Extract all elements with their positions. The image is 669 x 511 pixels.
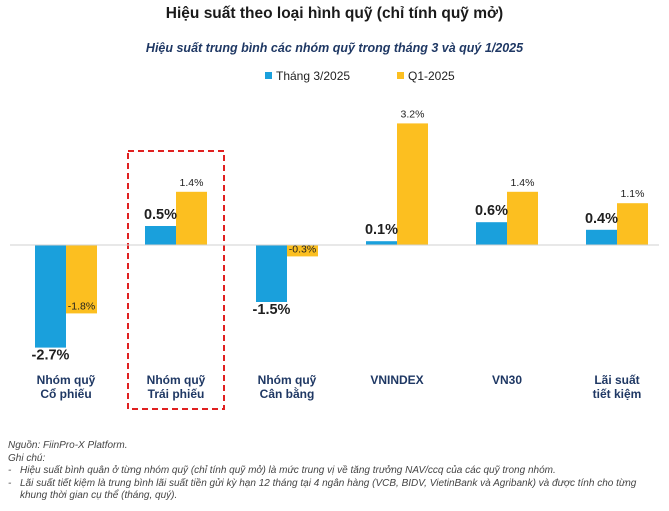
bar	[35, 245, 66, 348]
bar	[366, 241, 397, 245]
category-label: VN30	[492, 373, 522, 387]
category-label: Nhóm quỹ	[147, 373, 206, 387]
category-label: VNINDEX	[370, 373, 423, 387]
data-label: 0.1%	[365, 222, 398, 238]
note-bullet: -	[8, 477, 12, 489]
legend-swatch	[265, 72, 272, 79]
category-label: Nhóm quỹ	[37, 373, 96, 387]
chart-legend: Tháng 3/2025 Q1-2025	[265, 69, 455, 83]
data-labels-group: -2.7% 0.5% -1.5% 0.1% 0.6% 0.4% -1.8% 1.4% -0.3%…	[32, 108, 645, 363]
data-label: 0.4%	[585, 211, 618, 227]
note-bullet: -	[8, 465, 12, 476]
data-label: -0.3%	[289, 243, 316, 255]
highlight-box-group	[127, 150, 225, 410]
data-label: 0.6%	[475, 203, 508, 219]
bar	[476, 222, 507, 245]
legend-label: Tháng 3/2025	[276, 69, 350, 83]
bar	[66, 245, 97, 314]
bar	[176, 191, 207, 245]
category-label: tiết kiệm	[593, 387, 642, 401]
chart-title: Hiệu suất trung bình các nhóm quỹ trong …	[145, 41, 524, 55]
bar	[145, 226, 176, 245]
bar	[256, 245, 287, 302]
legend-swatch	[397, 72, 404, 79]
bar	[507, 191, 538, 245]
note-item: - Lãi suất tiết kiệm là trung bình lãi s…	[8, 478, 663, 503]
bar	[397, 123, 428, 245]
note-text: Lãi suất tiết kiệm là trung bình lãi suấ…	[20, 477, 637, 502]
highlight-box	[127, 150, 225, 410]
category-label: Lãi suất	[594, 373, 639, 387]
category-label: Trái phiếu	[148, 387, 205, 401]
data-label: 1.4%	[180, 177, 204, 189]
bar	[586, 229, 617, 245]
category-label: Cân bằng	[260, 386, 315, 401]
note-text: Hiệu suất bình quân ở từng nhóm quỹ (chỉ…	[20, 465, 556, 476]
bar-chart: Tháng 3/2025 Q1-2025 -2.7% 0.5% -1.5% 0.1% 0.…	[10, 69, 659, 410]
legend-label: Q1-2025	[408, 69, 455, 83]
page-title: Hiệu suất theo loại hình quỹ (chỉ tính q…	[165, 5, 504, 22]
category-label: Nhóm quỹ	[258, 373, 317, 387]
chart-notes: Nguồn: FiinPro-X Platform. Ghi chú: - Hi…	[8, 440, 663, 503]
bars-group	[35, 123, 648, 348]
data-label: -2.7%	[32, 348, 70, 364]
data-label: 1.1%	[621, 188, 645, 200]
category-label: Cổ phiếu	[40, 387, 91, 401]
data-label: 1.4%	[511, 177, 535, 189]
bar	[617, 203, 648, 245]
data-label: 3.2%	[401, 108, 425, 120]
data-label: -1.5%	[253, 302, 291, 318]
notes-heading: Ghi chú:	[8, 452, 46, 464]
data-label: 0.5%	[144, 207, 177, 223]
data-label: -1.8%	[68, 300, 95, 312]
note-item: - Hiệu suất bình quân ở từng nhóm quỹ (c…	[8, 465, 663, 478]
bar	[287, 245, 318, 257]
source-note: Nguồn: FiinPro-X Platform.	[8, 440, 128, 451]
